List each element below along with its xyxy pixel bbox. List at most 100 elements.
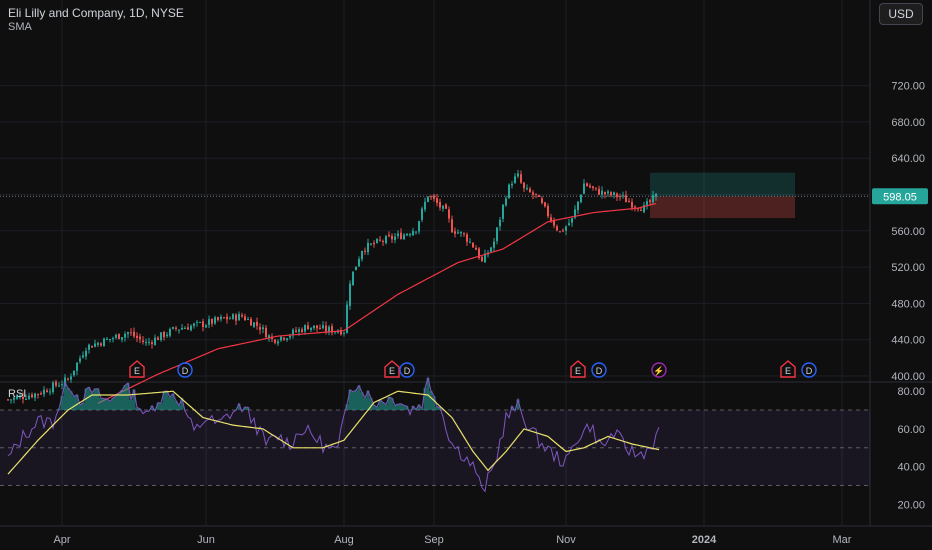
candle-body xyxy=(10,399,12,401)
candle-body xyxy=(385,236,387,244)
candle-body xyxy=(640,209,642,211)
price-tick-label: 640.00 xyxy=(891,153,925,165)
candle-body xyxy=(460,231,462,234)
candle-body xyxy=(361,250,363,260)
rsi-ma-line xyxy=(7,390,660,475)
candle-body xyxy=(499,219,501,227)
candle-body xyxy=(37,393,39,395)
candle-body xyxy=(373,242,375,245)
candle-body xyxy=(52,382,54,392)
candle-body xyxy=(43,389,45,395)
candle-body xyxy=(178,329,180,331)
candle-body xyxy=(163,331,165,338)
candle-body xyxy=(511,183,513,186)
candle-body xyxy=(631,201,633,208)
candle-body xyxy=(61,384,63,386)
candle-body xyxy=(457,232,459,234)
earnings-event-label: E xyxy=(134,366,140,376)
candle-body xyxy=(490,247,492,252)
candle-body xyxy=(436,198,438,203)
candle-body xyxy=(145,342,147,344)
candle-body xyxy=(592,186,594,188)
candle-body xyxy=(571,218,573,223)
candle-body xyxy=(589,185,591,188)
candle-body xyxy=(628,200,630,203)
candle-body xyxy=(379,239,381,241)
price-tick-label: 680.00 xyxy=(891,117,925,129)
candle-body xyxy=(343,332,345,334)
candle-body xyxy=(16,396,18,399)
candle-body xyxy=(103,338,105,347)
candle-body xyxy=(433,195,435,199)
candle-body xyxy=(562,230,564,232)
candle-body xyxy=(400,232,402,240)
candle-body xyxy=(649,200,651,202)
candle-body xyxy=(229,318,231,320)
candle-body xyxy=(304,325,306,332)
candle-body xyxy=(472,242,474,248)
rsi-pane-label[interactable]: RSI xyxy=(8,388,27,400)
candle-body xyxy=(352,271,354,286)
currency-button[interactable]: USD xyxy=(879,3,923,25)
candle-body xyxy=(328,326,330,332)
candle-body xyxy=(382,240,384,242)
candle-body xyxy=(418,221,420,232)
candle-body xyxy=(121,337,123,340)
time-tick-label: 2024 xyxy=(692,534,717,546)
price-tick-label: 440.00 xyxy=(891,335,925,347)
candle-body xyxy=(112,338,114,340)
time-tick-label: Apr xyxy=(53,534,70,546)
candle-body xyxy=(13,397,15,400)
candle-body xyxy=(454,231,456,234)
candle-body xyxy=(541,198,543,204)
candle-body xyxy=(298,329,300,333)
indicator-label[interactable]: SMA xyxy=(8,21,32,33)
candle-body xyxy=(28,395,30,399)
candle-body xyxy=(364,250,366,252)
candle-body xyxy=(202,321,204,327)
candle-body xyxy=(652,195,654,203)
candle-body xyxy=(655,193,657,197)
candle-body xyxy=(160,332,162,340)
rsi-tick-label: 80.00 xyxy=(897,386,925,398)
candle-body xyxy=(607,191,609,194)
dividend-event-icon xyxy=(591,362,607,378)
candle-body xyxy=(325,325,327,332)
candle-body xyxy=(556,226,558,231)
earnings-event-icon xyxy=(780,360,796,378)
candle-body xyxy=(118,333,120,340)
last-price-badge xyxy=(872,188,928,205)
candle-body xyxy=(94,343,96,347)
candle-body xyxy=(91,345,93,348)
candle-body xyxy=(394,236,396,240)
candle-body xyxy=(49,391,51,393)
candle-body xyxy=(619,196,621,198)
candle-body xyxy=(127,332,129,335)
candle-body xyxy=(133,331,135,337)
candle-body xyxy=(442,205,444,209)
candle-body xyxy=(367,242,369,253)
candle-body xyxy=(76,362,78,371)
dividend-event-icon xyxy=(801,362,817,378)
candle-body xyxy=(220,316,222,320)
candle-body xyxy=(295,330,297,332)
candle-body xyxy=(58,385,60,387)
candle-body xyxy=(283,337,285,340)
candle-body xyxy=(187,327,189,330)
candle-body xyxy=(625,195,627,203)
candle-body xyxy=(355,266,357,271)
dividend-event-label: D xyxy=(596,366,603,376)
candle-body xyxy=(148,341,150,343)
candle-body xyxy=(553,220,555,226)
candle-body xyxy=(532,192,534,195)
candle-body xyxy=(280,336,282,341)
candle-body xyxy=(244,316,246,321)
candle-body xyxy=(151,342,153,345)
dividend-event-label: D xyxy=(806,366,813,376)
candle-body xyxy=(46,390,48,393)
candle-body xyxy=(439,201,441,208)
candle-body xyxy=(316,325,318,329)
candle-body xyxy=(7,399,9,401)
candle-body xyxy=(214,317,216,324)
